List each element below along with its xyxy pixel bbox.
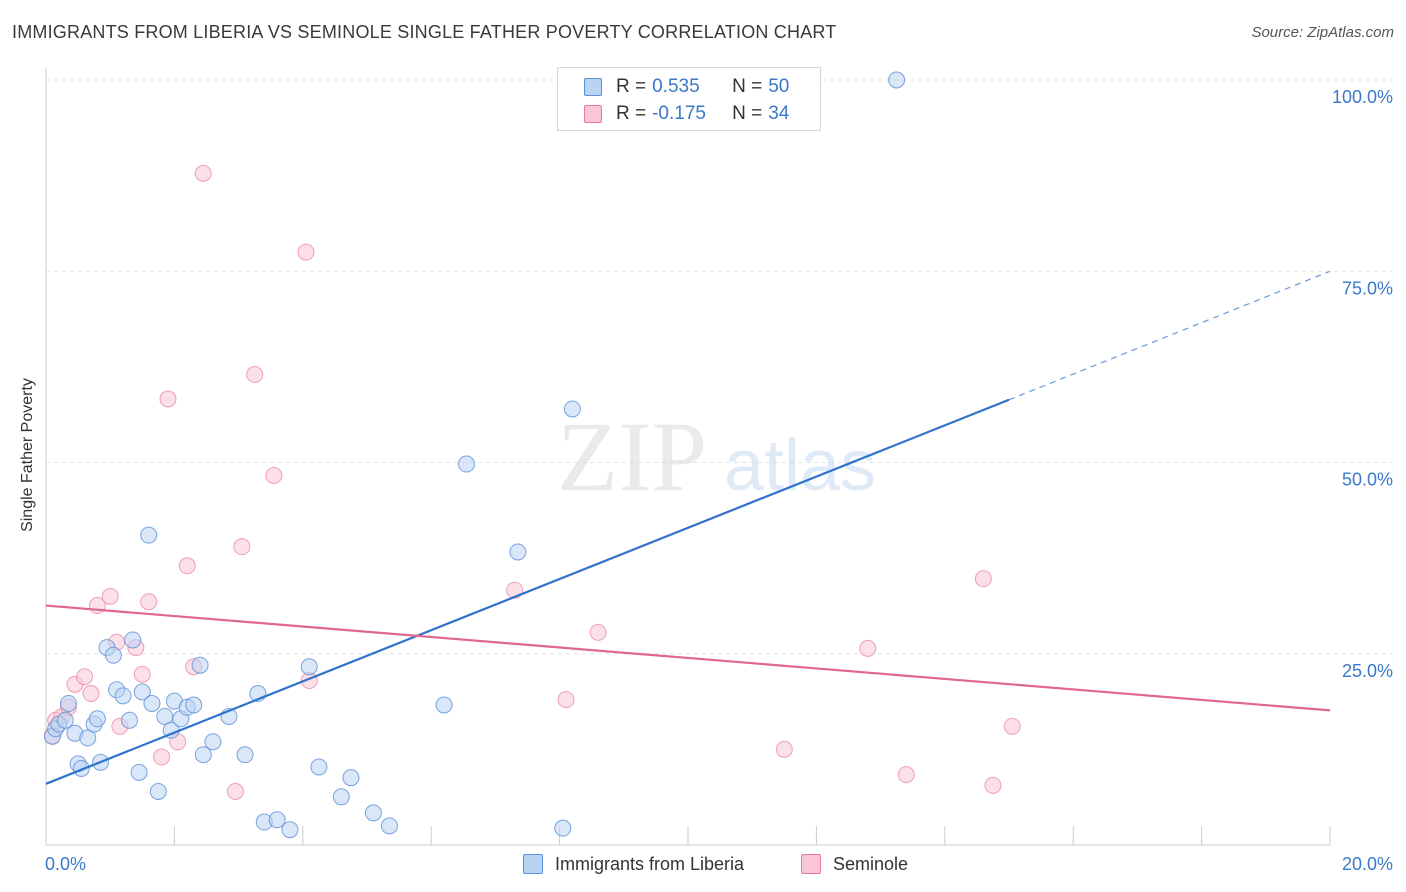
point-seminole xyxy=(233,538,251,556)
x-tick-label: 20.0% xyxy=(1342,854,1393,874)
point-liberia xyxy=(435,696,453,714)
point-liberia xyxy=(563,400,581,418)
point-seminole xyxy=(984,776,1002,794)
legend-r-label: R = xyxy=(616,76,647,97)
trend-line-seminole xyxy=(45,604,1331,712)
point-liberia xyxy=(88,710,106,728)
point-liberia xyxy=(204,733,222,751)
legend-n-label: N = xyxy=(732,103,763,124)
point-liberia xyxy=(310,758,328,776)
point-liberia xyxy=(185,696,203,714)
point-seminole xyxy=(297,243,315,261)
y-axis-title: Single Father Poverty xyxy=(19,378,36,532)
point-seminole xyxy=(1003,717,1021,735)
point-liberia xyxy=(458,455,476,473)
legend-row-seminole: R = -0.175 N = 34 xyxy=(584,102,789,126)
point-seminole xyxy=(133,665,151,683)
point-liberia xyxy=(191,656,209,674)
legend-swatch-seminole xyxy=(584,105,602,123)
point-seminole xyxy=(897,766,915,784)
point-liberia xyxy=(124,631,142,649)
point-liberia xyxy=(554,819,572,837)
legend-row-liberia: R = 0.535 N = 50 xyxy=(584,75,789,99)
point-liberia xyxy=(300,658,318,676)
point-liberia xyxy=(509,543,527,561)
point-liberia xyxy=(236,746,254,764)
legend-r-value: -0.175 xyxy=(652,103,706,124)
watermark: ZIP atlas xyxy=(557,401,876,512)
y-tick-label: 25.0% xyxy=(1342,661,1393,681)
point-seminole xyxy=(101,587,119,605)
point-seminole xyxy=(153,748,171,766)
point-seminole xyxy=(589,623,607,641)
point-seminole xyxy=(140,593,158,611)
point-liberia xyxy=(140,526,158,544)
series-liberia-points xyxy=(43,71,906,839)
point-liberia xyxy=(72,760,90,777)
point-seminole xyxy=(557,691,575,709)
point-liberia xyxy=(79,729,97,747)
point-seminole xyxy=(246,366,264,384)
chart-title: IMMIGRANTS FROM LIBERIA VS SEMINOLE SING… xyxy=(12,22,837,42)
bottom-legend-label-liberia: Immigrants from Liberia xyxy=(555,853,745,874)
legend-r-label: R = xyxy=(616,103,647,124)
point-seminole xyxy=(82,685,100,703)
point-liberia xyxy=(364,804,382,822)
point-liberia xyxy=(888,71,906,89)
bottom-legend-liberia: Immigrants from Liberia xyxy=(523,852,744,876)
bottom-legend-label-seminole: Seminole xyxy=(833,853,909,874)
legend-swatch-liberia xyxy=(584,78,602,96)
y-tick-label: 50.0% xyxy=(1342,470,1393,490)
trend-line-liberia xyxy=(45,398,1010,785)
correlation-legend: R = 0.535 N = 50 R = -0.175 N = 34 xyxy=(557,67,821,131)
point-liberia xyxy=(342,769,360,787)
point-seminole xyxy=(76,668,94,686)
point-seminole xyxy=(775,740,793,758)
watermark-atlas: atlas xyxy=(724,426,876,506)
point-seminole xyxy=(226,782,244,800)
point-liberia xyxy=(143,694,161,712)
point-seminole xyxy=(974,570,992,588)
point-liberia xyxy=(104,646,122,664)
point-seminole xyxy=(265,467,283,485)
y-tick-label: 100.0% xyxy=(1332,87,1393,107)
trend-line-liberia-extension xyxy=(1008,270,1331,401)
legend-n-value: 50 xyxy=(768,76,790,97)
point-liberia xyxy=(281,821,299,839)
legend-r-value: 0.535 xyxy=(652,76,700,97)
point-liberia xyxy=(149,782,167,800)
source-credit: Source: ZipAtlas.com xyxy=(1251,24,1394,41)
legend-n-value: 34 xyxy=(768,103,790,124)
trend-lines xyxy=(45,270,1331,785)
point-liberia xyxy=(133,683,151,701)
bottom-legend-swatch-liberia xyxy=(523,854,543,874)
point-liberia xyxy=(59,694,77,712)
point-liberia xyxy=(130,763,148,781)
watermark-zip: ZIP xyxy=(557,401,707,512)
point-seminole xyxy=(178,557,196,575)
point-liberia xyxy=(114,687,132,705)
tick-labels: 25.0% 50.0% 75.0% 100.0% 0.0% 20.0% xyxy=(45,87,1393,874)
point-seminole xyxy=(194,164,212,182)
bottom-legend-swatch-seminole xyxy=(801,854,821,874)
bottom-legend-seminole: Seminole xyxy=(801,852,908,876)
point-seminole xyxy=(159,390,177,408)
point-seminole xyxy=(859,639,877,657)
point-liberia xyxy=(332,788,350,806)
point-liberia xyxy=(194,746,212,764)
point-liberia xyxy=(380,817,398,835)
point-liberia xyxy=(56,711,74,729)
x-tick-label: 0.0% xyxy=(45,854,86,874)
point-liberia xyxy=(120,711,138,729)
legend-n-label: N = xyxy=(732,76,763,97)
point-liberia xyxy=(268,811,286,829)
gridlines xyxy=(46,79,1392,655)
y-tick-label: 75.0% xyxy=(1342,278,1393,298)
